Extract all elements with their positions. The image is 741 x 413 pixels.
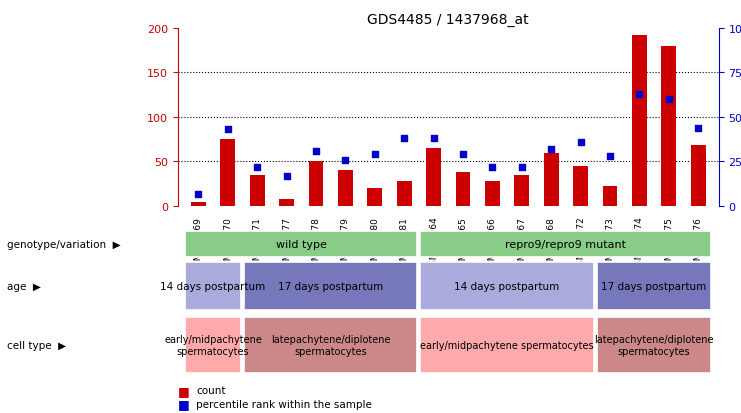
Bar bbox=[691, 146, 705, 206]
Bar bbox=[602, 187, 617, 206]
Bar bbox=[420, 317, 594, 373]
Point bbox=[487, 164, 499, 171]
Bar bbox=[221, 140, 235, 206]
Bar bbox=[426, 149, 441, 206]
Text: 14 days postpartum: 14 days postpartum bbox=[454, 281, 559, 291]
Bar bbox=[420, 262, 594, 310]
Point bbox=[398, 136, 410, 142]
Bar bbox=[279, 199, 294, 206]
Point bbox=[575, 139, 587, 146]
Text: percentile rank within the sample: percentile rank within the sample bbox=[196, 399, 372, 409]
Bar bbox=[597, 317, 711, 373]
Bar bbox=[485, 182, 499, 206]
Bar bbox=[250, 176, 265, 206]
Bar bbox=[185, 231, 417, 257]
Text: cell type  ▶: cell type ▶ bbox=[7, 340, 67, 350]
Point bbox=[663, 97, 675, 103]
Point bbox=[545, 146, 557, 153]
Text: age  ▶: age ▶ bbox=[7, 281, 41, 291]
Text: count: count bbox=[196, 385, 226, 395]
Text: ■: ■ bbox=[178, 397, 190, 411]
Text: 17 days postpartum: 17 days postpartum bbox=[602, 281, 707, 291]
Bar bbox=[662, 47, 676, 207]
Title: GDS4485 / 1437968_at: GDS4485 / 1437968_at bbox=[368, 12, 529, 26]
Bar bbox=[309, 162, 323, 206]
Bar bbox=[185, 317, 241, 373]
Bar bbox=[397, 182, 411, 206]
Text: early/midpachytene
spermatocytes: early/midpachytene spermatocytes bbox=[165, 334, 262, 356]
Bar bbox=[544, 153, 559, 206]
Point bbox=[251, 164, 263, 171]
Point bbox=[193, 191, 205, 197]
Text: latepachytene/diplotene
spermatocytes: latepachytene/diplotene spermatocytes bbox=[594, 334, 714, 356]
Bar bbox=[456, 173, 471, 206]
Bar bbox=[420, 231, 711, 257]
Point bbox=[428, 136, 439, 142]
Point bbox=[369, 152, 381, 158]
Bar bbox=[244, 317, 417, 373]
Bar bbox=[574, 166, 588, 206]
Text: ■: ■ bbox=[178, 384, 190, 397]
Bar bbox=[368, 189, 382, 206]
Point bbox=[281, 173, 293, 180]
Point bbox=[339, 157, 351, 164]
Point bbox=[222, 127, 233, 133]
Bar bbox=[514, 176, 529, 206]
Text: latepachytene/diplotene
spermatocytes: latepachytene/diplotene spermatocytes bbox=[271, 334, 391, 356]
Text: early/midpachytene spermatocytes: early/midpachytene spermatocytes bbox=[420, 340, 594, 350]
Point bbox=[457, 152, 469, 158]
Bar bbox=[185, 262, 241, 310]
Text: genotype/variation  ▶: genotype/variation ▶ bbox=[7, 239, 121, 249]
Point bbox=[310, 148, 322, 155]
Text: repro9/repro9 mutant: repro9/repro9 mutant bbox=[505, 239, 626, 249]
Point bbox=[634, 91, 645, 98]
Text: wild type: wild type bbox=[276, 239, 327, 249]
Text: 17 days postpartum: 17 days postpartum bbox=[278, 281, 383, 291]
Bar bbox=[338, 171, 353, 206]
Bar bbox=[244, 262, 417, 310]
Point bbox=[692, 125, 704, 132]
Bar bbox=[632, 36, 647, 206]
Point bbox=[516, 164, 528, 171]
Bar bbox=[191, 202, 206, 206]
Point bbox=[604, 154, 616, 160]
Bar bbox=[597, 262, 711, 310]
Text: 14 days postpartum: 14 days postpartum bbox=[161, 281, 266, 291]
